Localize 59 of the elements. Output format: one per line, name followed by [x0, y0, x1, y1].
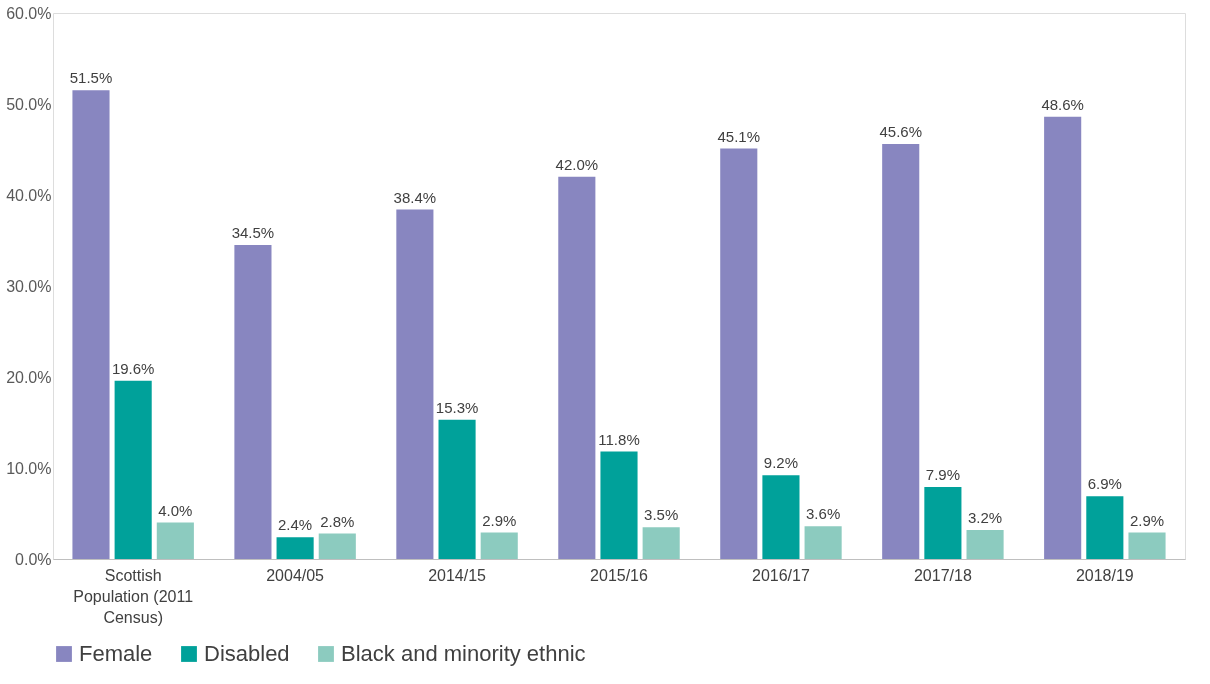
data-label: 11.8%	[598, 430, 640, 448]
data-label: 3.5%	[644, 506, 679, 524]
data-label: 48.6%	[1041, 95, 1084, 113]
data-label: 38.4%	[393, 188, 437, 206]
data-label: 19.6%	[111, 359, 155, 377]
bar	[762, 475, 800, 559]
bar	[558, 176, 596, 559]
y-tick-label: 60.0%	[6, 4, 52, 22]
x-tick-label: 2018/19	[1075, 566, 1134, 584]
data-label: 42.0%	[555, 155, 599, 173]
y-tick-label: 40.0%	[6, 186, 52, 204]
data-label: 51.5%	[69, 69, 113, 87]
x-tick-label: 2016/17	[752, 566, 810, 584]
bar	[804, 526, 842, 559]
legend-label: Black and minority ethnic	[341, 641, 586, 666]
y-tick-label: 10.0%	[6, 459, 52, 477]
bar	[966, 529, 1004, 559]
data-label: 3.6%	[806, 505, 841, 523]
data-label: 34.5%	[231, 224, 275, 242]
x-tick-label: 2017/18	[913, 566, 972, 584]
x-tick-label: 2015/16	[590, 566, 649, 584]
y-tick-label: 50.0%	[6, 95, 52, 113]
bar	[480, 532, 518, 559]
bar	[882, 144, 920, 559]
data-label: 7.9%	[925, 466, 960, 484]
x-tick-label: Scottish Population (2011 Census)	[73, 566, 194, 626]
bar	[72, 90, 110, 559]
bar	[720, 148, 758, 559]
data-label: 2.9%	[1129, 511, 1165, 529]
data-label: 6.9%	[1087, 475, 1122, 493]
bar	[1044, 116, 1082, 559]
legend-label: Disabled	[204, 641, 290, 666]
bar	[1128, 532, 1166, 559]
data-label: 2.8%	[320, 512, 355, 530]
data-label: 45.6%	[879, 123, 922, 141]
bar	[642, 527, 680, 559]
bar	[114, 380, 152, 559]
bar	[276, 537, 314, 559]
data-label: 9.2%	[763, 454, 799, 472]
x-tick-label: 2004/05	[266, 566, 325, 584]
bar	[234, 245, 272, 559]
bar	[1086, 496, 1124, 559]
data-label: 3.2%	[967, 508, 1003, 526]
data-label: 4.0%	[158, 501, 193, 519]
data-label: 45.1%	[717, 127, 761, 145]
y-tick-label: 30.0%	[6, 277, 52, 295]
bar	[396, 209, 434, 559]
legend-label: Female	[79, 641, 153, 666]
y-tick-label: 20.0%	[6, 368, 52, 386]
data-label: 2.9%	[482, 511, 517, 529]
bar	[924, 487, 962, 559]
bar	[438, 419, 476, 559]
bar	[600, 451, 638, 559]
x-tick-label: 2014/15	[428, 566, 487, 584]
y-tick-label: 0.0%	[15, 550, 52, 568]
data-label: 2.4%	[278, 516, 313, 534]
bar	[318, 533, 356, 559]
bar	[156, 522, 194, 559]
data-label: 15.3%	[435, 398, 479, 416]
